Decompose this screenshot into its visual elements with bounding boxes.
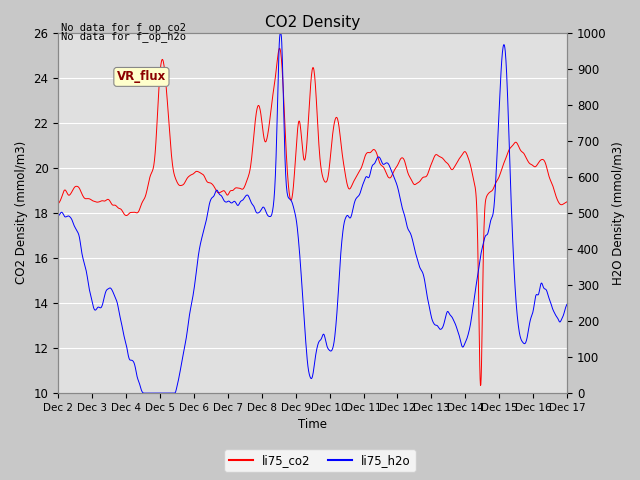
Legend: li75_co2, li75_h2o: li75_co2, li75_h2o [224,449,416,472]
Title: CO2 Density: CO2 Density [265,15,360,30]
X-axis label: Time: Time [298,419,327,432]
Text: No data for f_op_co2: No data for f_op_co2 [61,22,186,33]
Text: No data for f_op_h2o: No data for f_op_h2o [61,31,186,42]
Y-axis label: CO2 Density (mmol/m3): CO2 Density (mmol/m3) [15,141,28,285]
Text: VR_flux: VR_flux [116,71,166,84]
Y-axis label: H2O Density (mmol/m3): H2O Density (mmol/m3) [612,141,625,285]
